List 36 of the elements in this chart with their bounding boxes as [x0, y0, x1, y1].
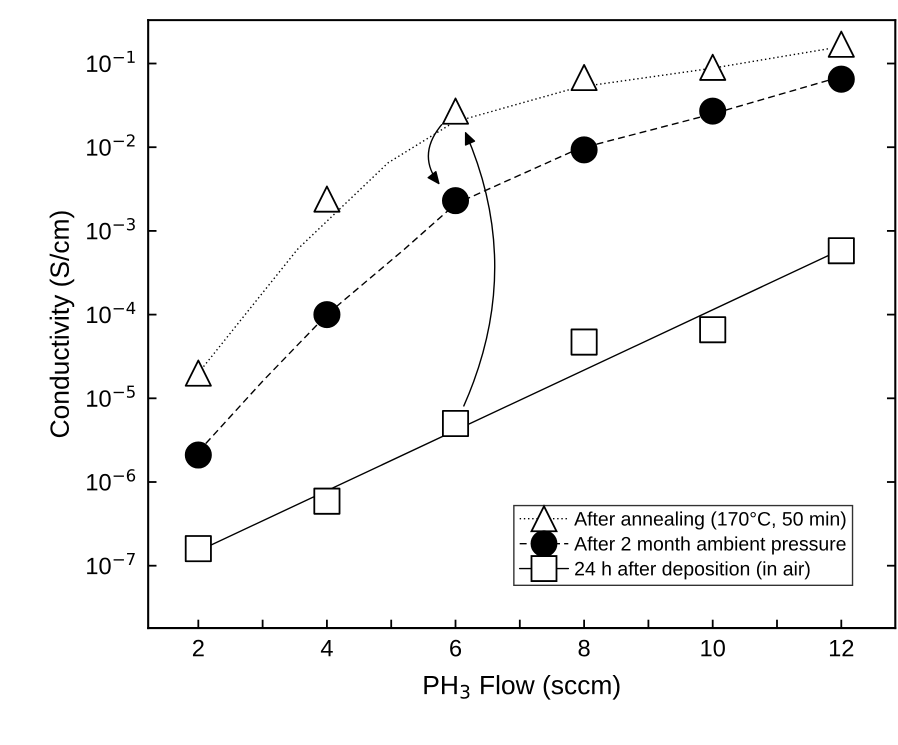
y-tick-label: 10$^{−3}$	[87, 218, 135, 240]
x-tick-label: 12	[830, 640, 854, 656]
x-tick-label: 8	[578, 640, 590, 656]
y-tick-label: 10$^{−6}$	[87, 469, 136, 491]
y-tick-label: 10$^{−1}$	[87, 50, 135, 72]
legend-label: After 2 month ambient pressure	[574, 536, 846, 554]
legend-label: 24 h after deposition (in air)	[575, 561, 810, 580]
y-tick-label: 10$^{−2}$	[87, 134, 135, 156]
x-tick-label: 2	[192, 640, 204, 656]
point	[828, 66, 855, 93]
y-axis-title: Conductivity (S/cm)	[50, 211, 74, 438]
point	[570, 328, 598, 356]
point	[699, 54, 726, 81]
point	[828, 237, 855, 264]
point	[442, 410, 470, 438]
point	[184, 360, 212, 387]
point	[570, 136, 598, 164]
x-tick-label: 6	[450, 640, 462, 656]
x-tick-label: 4	[320, 640, 333, 656]
y-tick-label: 10$^{−4}$	[87, 302, 136, 324]
point	[313, 186, 340, 213]
x-tick-label: 10	[701, 640, 725, 656]
point	[442, 187, 470, 214]
x-axis-title: PH$_{3}$ Flow (sccm)	[424, 675, 620, 700]
point	[699, 316, 726, 344]
point	[184, 442, 212, 469]
y-tick-label: 10$^{−7}$	[87, 553, 135, 574]
point	[313, 301, 340, 328]
point	[828, 30, 855, 58]
point	[313, 488, 340, 515]
point	[699, 98, 726, 125]
legend-label: After annealing (170°C, 50 min)	[574, 511, 846, 530]
point	[184, 535, 212, 562]
y-tick-label: 10$^{−5}$	[87, 386, 135, 407]
point	[570, 64, 598, 92]
point	[442, 98, 470, 125]
